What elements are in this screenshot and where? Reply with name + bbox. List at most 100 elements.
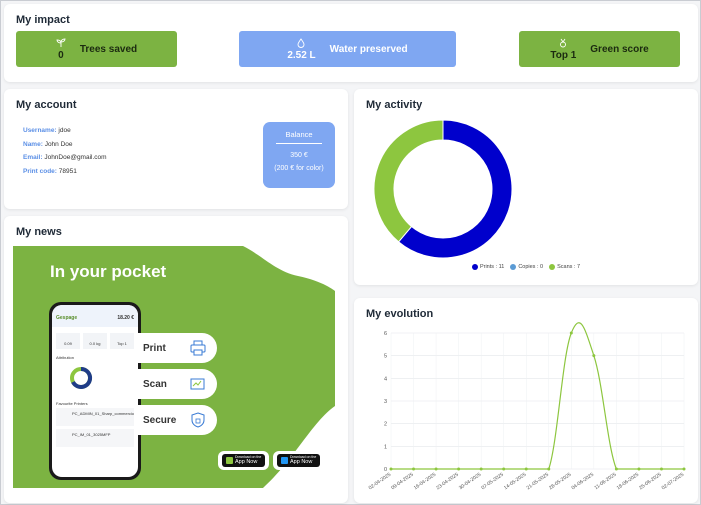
legend-value: 11 [498, 264, 505, 270]
android-icon [226, 457, 233, 464]
x-tick-label: 21-05-2025 [526, 472, 551, 492]
phone-stat: Top 1 [110, 333, 134, 349]
store-badge-small: Download on the [290, 455, 317, 459]
trees-saved-value: 0 [58, 49, 64, 61]
x-tick-label: 16-04-2025 [413, 472, 438, 492]
data-point[interactable] [434, 467, 438, 471]
apple-store-badge[interactable]: Download on the App Now [273, 451, 325, 470]
printer-icon [190, 340, 206, 356]
y-tick-label: 1 [384, 444, 387, 450]
donut-slice-scans[interactable] [373, 119, 444, 243]
x-tick-label: 25-06-2025 [638, 472, 663, 492]
donut-slice-prints[interactable] [397, 119, 513, 259]
data-point[interactable] [592, 354, 596, 358]
account-key: Email: [23, 154, 43, 161]
legend-value: 0 [540, 264, 544, 270]
phone-printer-name: PC_IM_01_3025MFP [72, 432, 111, 437]
account-value: JohnDoe@gmail.com [44, 154, 107, 161]
trees-saved-tile: 0 Trees saved [16, 31, 177, 67]
balance-title: Balance [285, 130, 313, 139]
green-score-tile: Top 1 Green score [519, 31, 680, 67]
data-point[interactable] [547, 467, 551, 471]
phone-mockup: Gespage 18.20 € 0.09 0.0 kg Top 1 Attrib… [49, 302, 141, 480]
activity-donut-chart [373, 119, 513, 259]
account-card: My account Username: jdoe Name: John Doe… [4, 89, 348, 209]
banner-headline: In your pocket [50, 262, 167, 281]
x-tick-label: 18-06-2025 [616, 472, 641, 492]
feature-scan: Scan [135, 369, 217, 399]
legend-item-prints[interactable]: Prints : 11 [471, 264, 505, 270]
x-tick-label: 14-05-2025 [503, 472, 528, 492]
data-point[interactable] [524, 467, 528, 471]
evolution-line-chart: 0 1 2 3 4 5 6 02-04-202509-04-202516-04-202523-… [368, 322, 686, 492]
phone-section: Attribution [56, 355, 75, 360]
account-key: Name: [23, 141, 43, 148]
legend-swatch [549, 264, 556, 270]
green-score-value: Top 1 [550, 49, 577, 61]
data-point[interactable] [389, 467, 393, 471]
account-key: Print code: [23, 168, 57, 175]
y-tick-label: 5 [384, 354, 387, 360]
legend-name: Prints [479, 264, 494, 270]
legend-value: 7 [576, 264, 581, 270]
store-badge-label: App Now [235, 458, 258, 465]
phone-stat: 0.09 [56, 333, 80, 349]
account-value: John Doe [44, 141, 73, 148]
data-point[interactable] [457, 467, 461, 471]
store-badge-label: App Now [290, 458, 313, 465]
y-tick-label: 3 [384, 399, 387, 405]
balance-divider [276, 143, 322, 144]
news-card: My news In your pocket Gespage 18.20 € 0… [4, 216, 348, 503]
legend-item-copies[interactable]: Copies : 0 [510, 264, 543, 270]
y-tick-label: 2 [384, 422, 387, 428]
news-banner[interactable]: In your pocket Gespage 18.20 € 0.09 0.0 … [13, 246, 335, 488]
account-row-name: Name: John Doe [23, 141, 73, 148]
x-tick-label: 07-05-2025 [480, 472, 505, 492]
data-point[interactable] [502, 467, 506, 471]
x-tick-label: 30-04-2025 [458, 472, 483, 492]
y-tick-label: 4 [384, 376, 387, 382]
phone-printer-name: PC_ADMIN_01_Sharp_commercio [72, 411, 135, 416]
scanner-icon [190, 378, 205, 390]
x-tick-label: 02-07-2025 [661, 472, 686, 492]
account-key: Username: [23, 127, 57, 134]
activity-title: My activity [366, 99, 423, 111]
phone-printer-item: PC_IM_01_3025MFP [56, 429, 134, 447]
data-point[interactable] [659, 467, 663, 471]
x-tick-label: 28-05-2025 [548, 472, 573, 492]
android-store-badge[interactable]: Download on the App Now [218, 451, 270, 470]
shield-lock-icon [191, 412, 205, 428]
data-point[interactable] [637, 467, 641, 471]
account-value: 78951 [58, 168, 77, 175]
x-tick-label: 09-04-2025 [390, 472, 415, 492]
activity-card: My activity Prints : 11 Copies : 0 Scans… [354, 89, 698, 285]
phone-printer-item: PC_ADMIN_01_Sharp_commercio [56, 408, 134, 426]
water-preserved-value: 2.52 L [287, 49, 316, 61]
legend-item-scans[interactable]: Scans : 7 [549, 264, 580, 270]
news-title: My news [16, 226, 62, 238]
data-point[interactable] [412, 467, 416, 471]
phone-balance: 18.20 € [117, 315, 134, 321]
account-row-username: Username: jdoe [23, 127, 71, 134]
phone-printers-heading: Favourite Printers [56, 401, 88, 406]
data-point[interactable] [614, 467, 618, 471]
sprout-icon [56, 38, 66, 47]
x-tick-label: 04-06-2025 [571, 472, 596, 492]
legend-name: Scans [557, 264, 573, 270]
x-tick-label: 23-04-2025 [435, 472, 460, 492]
water-preserved-tile: 2.52 L Water preserved [239, 31, 456, 67]
feature-label: Secure [143, 414, 177, 426]
data-point[interactable] [682, 467, 686, 471]
balance-amount: 350 € [290, 152, 308, 159]
data-point[interactable] [569, 331, 573, 335]
account-row-email: Email: JohnDoe@gmail.com [23, 154, 107, 161]
balance-color-note: (200 € for color) [274, 165, 324, 172]
series-line [390, 322, 684, 470]
account-row-print-code: Print code: 78951 [23, 168, 77, 175]
app-store-icon [281, 457, 288, 464]
phone-donut [70, 366, 93, 389]
data-point[interactable] [479, 467, 483, 471]
account-title: My account [16, 99, 77, 111]
evolution-title: My evolution [366, 308, 434, 320]
